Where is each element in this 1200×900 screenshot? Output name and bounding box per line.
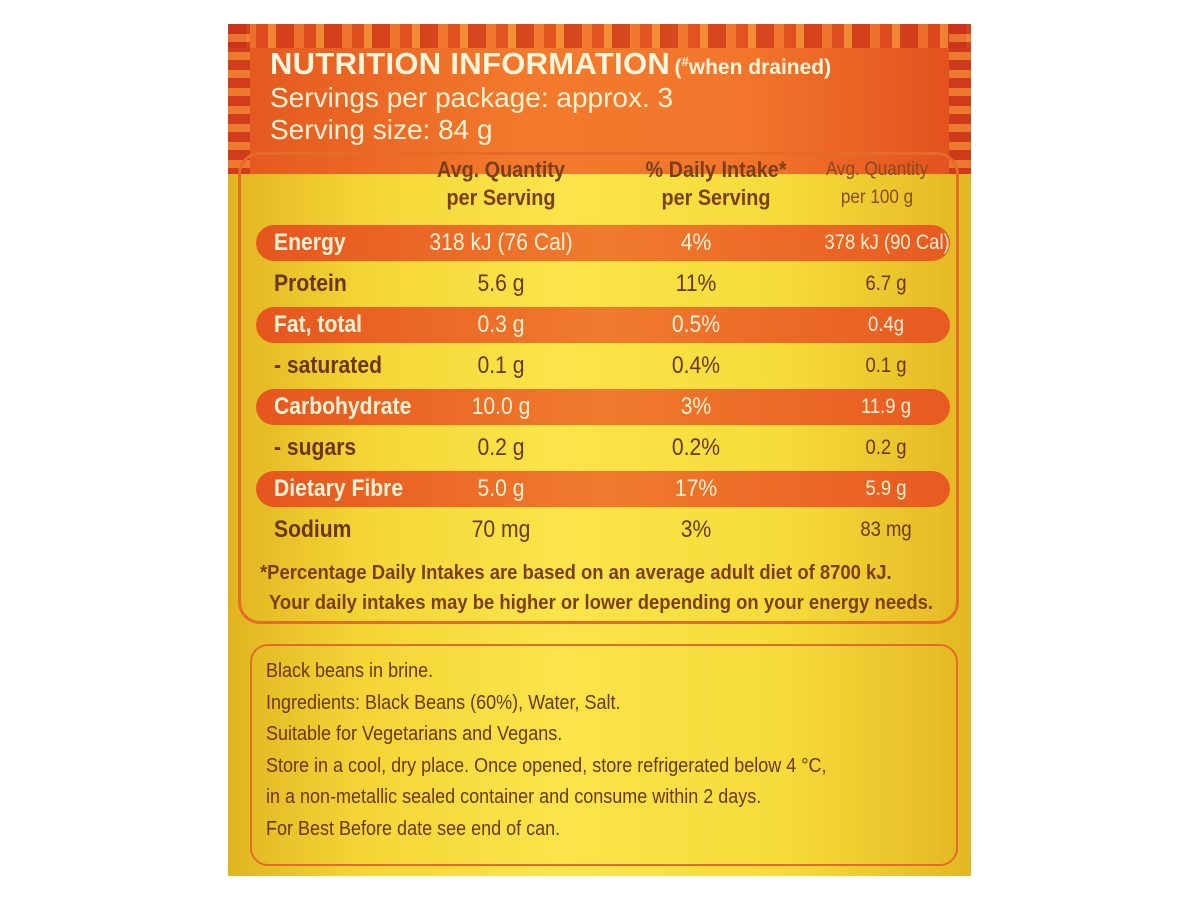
row-daily-intake: 0.5%: [671, 311, 721, 338]
row-per-serving: 5.0 g: [477, 475, 525, 502]
footnote-line-2: Your daily intakes may be higher or lowe…: [269, 591, 934, 614]
row-per-serving: 5.6 g: [477, 270, 525, 297]
ingredients-line: Ingredients: Black Beans (60%), Water, S…: [266, 691, 621, 714]
row-daily-intake: 0.4%: [671, 352, 721, 379]
row-per-100g: 11.9 g: [860, 395, 911, 418]
row-per-serving: 70 mg: [471, 516, 531, 543]
row-name: - saturated: [274, 352, 382, 379]
row-name: - sugars: [274, 434, 357, 461]
decorative-pattern-left: [228, 24, 250, 174]
best-before-line: For Best Before date see end of can.: [266, 817, 561, 840]
storage-line-1: Store in a cool, dry place. Once opened,…: [266, 754, 827, 777]
drained-note: (#when drained): [674, 54, 832, 79]
row-per-serving: 318 kJ (76 Cal): [429, 229, 573, 256]
row-daily-intake: 0.2%: [671, 434, 721, 461]
row-per-serving: 0.2 g: [477, 434, 525, 461]
header-per-100g-line2: per 100 g: [840, 187, 914, 208]
row-name: Energy: [274, 229, 346, 256]
nutrition-title: NUTRITION INFORMATION: [270, 46, 671, 81]
row-per-serving: 10.0 g: [471, 393, 531, 420]
nutrition-title-row: NUTRITION INFORMATION (#when drained): [270, 46, 831, 82]
row-daily-intake: 17%: [674, 475, 718, 502]
table-row-saturated: - saturated 0.1 g 0.4% 0.1 g: [256, 348, 950, 384]
header-daily-intake-line1: % Daily Intake*: [645, 157, 787, 182]
row-daily-intake: 3%: [680, 516, 712, 543]
row-per-100g: 0.2 g: [865, 436, 907, 459]
row-per-serving: 0.3 g: [477, 311, 525, 338]
table-row-dietary-fibre: Dietary Fibre 5.0 g 17% 5.9 g: [256, 471, 950, 507]
row-per-100g: 0.1 g: [865, 354, 907, 377]
row-name: Sodium: [274, 516, 352, 543]
nutrition-table-frame: [238, 152, 959, 624]
table-row-protein: Protein 5.6 g 11% 6.7 g: [256, 266, 950, 302]
row-name: Protein: [274, 270, 347, 297]
header-daily-intake-line2: per Serving: [661, 185, 771, 210]
header-per-serving-line2: per Serving: [446, 185, 556, 210]
product-info-box: [250, 644, 958, 866]
row-daily-intake: 3%: [680, 393, 712, 420]
table-row-sodium: Sodium 70 mg 3% 83 mg: [256, 512, 950, 548]
serving-size: Serving size: 84 g: [270, 114, 493, 145]
row-name: Fat, total: [274, 311, 362, 338]
table-row-carbohydrate: Carbohydrate 10.0 g 3% 11.9 g: [256, 389, 950, 425]
row-per-100g: 83 mg: [860, 518, 912, 541]
product-info-text: Black beans in brine. Ingredients: Black…: [266, 656, 827, 845]
row-per-100g: 6.7 g: [865, 272, 907, 295]
header-per-serving: Avg. Quantity per Serving: [416, 156, 587, 212]
row-name: Carbohydrate: [274, 393, 412, 420]
table-row-fat-total: Fat, total 0.3 g 0.5% 0.4g: [256, 307, 950, 343]
storage-line-2: in a non-metallic sealed container and c…: [266, 786, 762, 808]
row-daily-intake: 4%: [680, 229, 712, 256]
table-row-energy: Energy 318 kJ (76 Cal) 4% 378 kJ (90 Cal…: [256, 225, 950, 261]
header-daily-intake: % Daily Intake* per Serving: [631, 156, 802, 212]
product-label-photo: NUTRITION INFORMATION (#when drained) Se…: [228, 24, 971, 876]
product-description: Black beans in brine.: [266, 660, 434, 682]
header-per-serving-line1: Avg. Quantity: [437, 157, 565, 182]
row-per-100g: 0.4g: [868, 313, 904, 336]
servings-per-package: Servings per package: approx. 3: [270, 82, 674, 113]
decorative-pattern-right: [949, 24, 971, 174]
row-per-100g: 5.9 g: [865, 477, 907, 500]
row-per-serving: 0.1 g: [477, 352, 525, 379]
header-per-100g: Avg. Quantity per 100 g: [819, 156, 936, 212]
header-per-100g-line1: Avg. Quantity: [825, 159, 929, 180]
row-name: Dietary Fibre: [274, 475, 404, 502]
hash-superscript: #: [681, 54, 689, 69]
suitability-line: Suitable for Vegetarians and Vegans.: [266, 723, 563, 745]
row-daily-intake: 11%: [675, 270, 717, 297]
footnote-line-1: *Percentage Daily Intakes are based on a…: [260, 561, 892, 584]
header-band: [228, 24, 971, 174]
table-row-sugars: - sugars 0.2 g 0.2% 0.2 g: [256, 430, 950, 466]
row-per-100g: 378 kJ (90 Cal): [824, 231, 950, 254]
daily-intake-footnote: *Percentage Daily Intakes are based on a…: [260, 558, 933, 618]
